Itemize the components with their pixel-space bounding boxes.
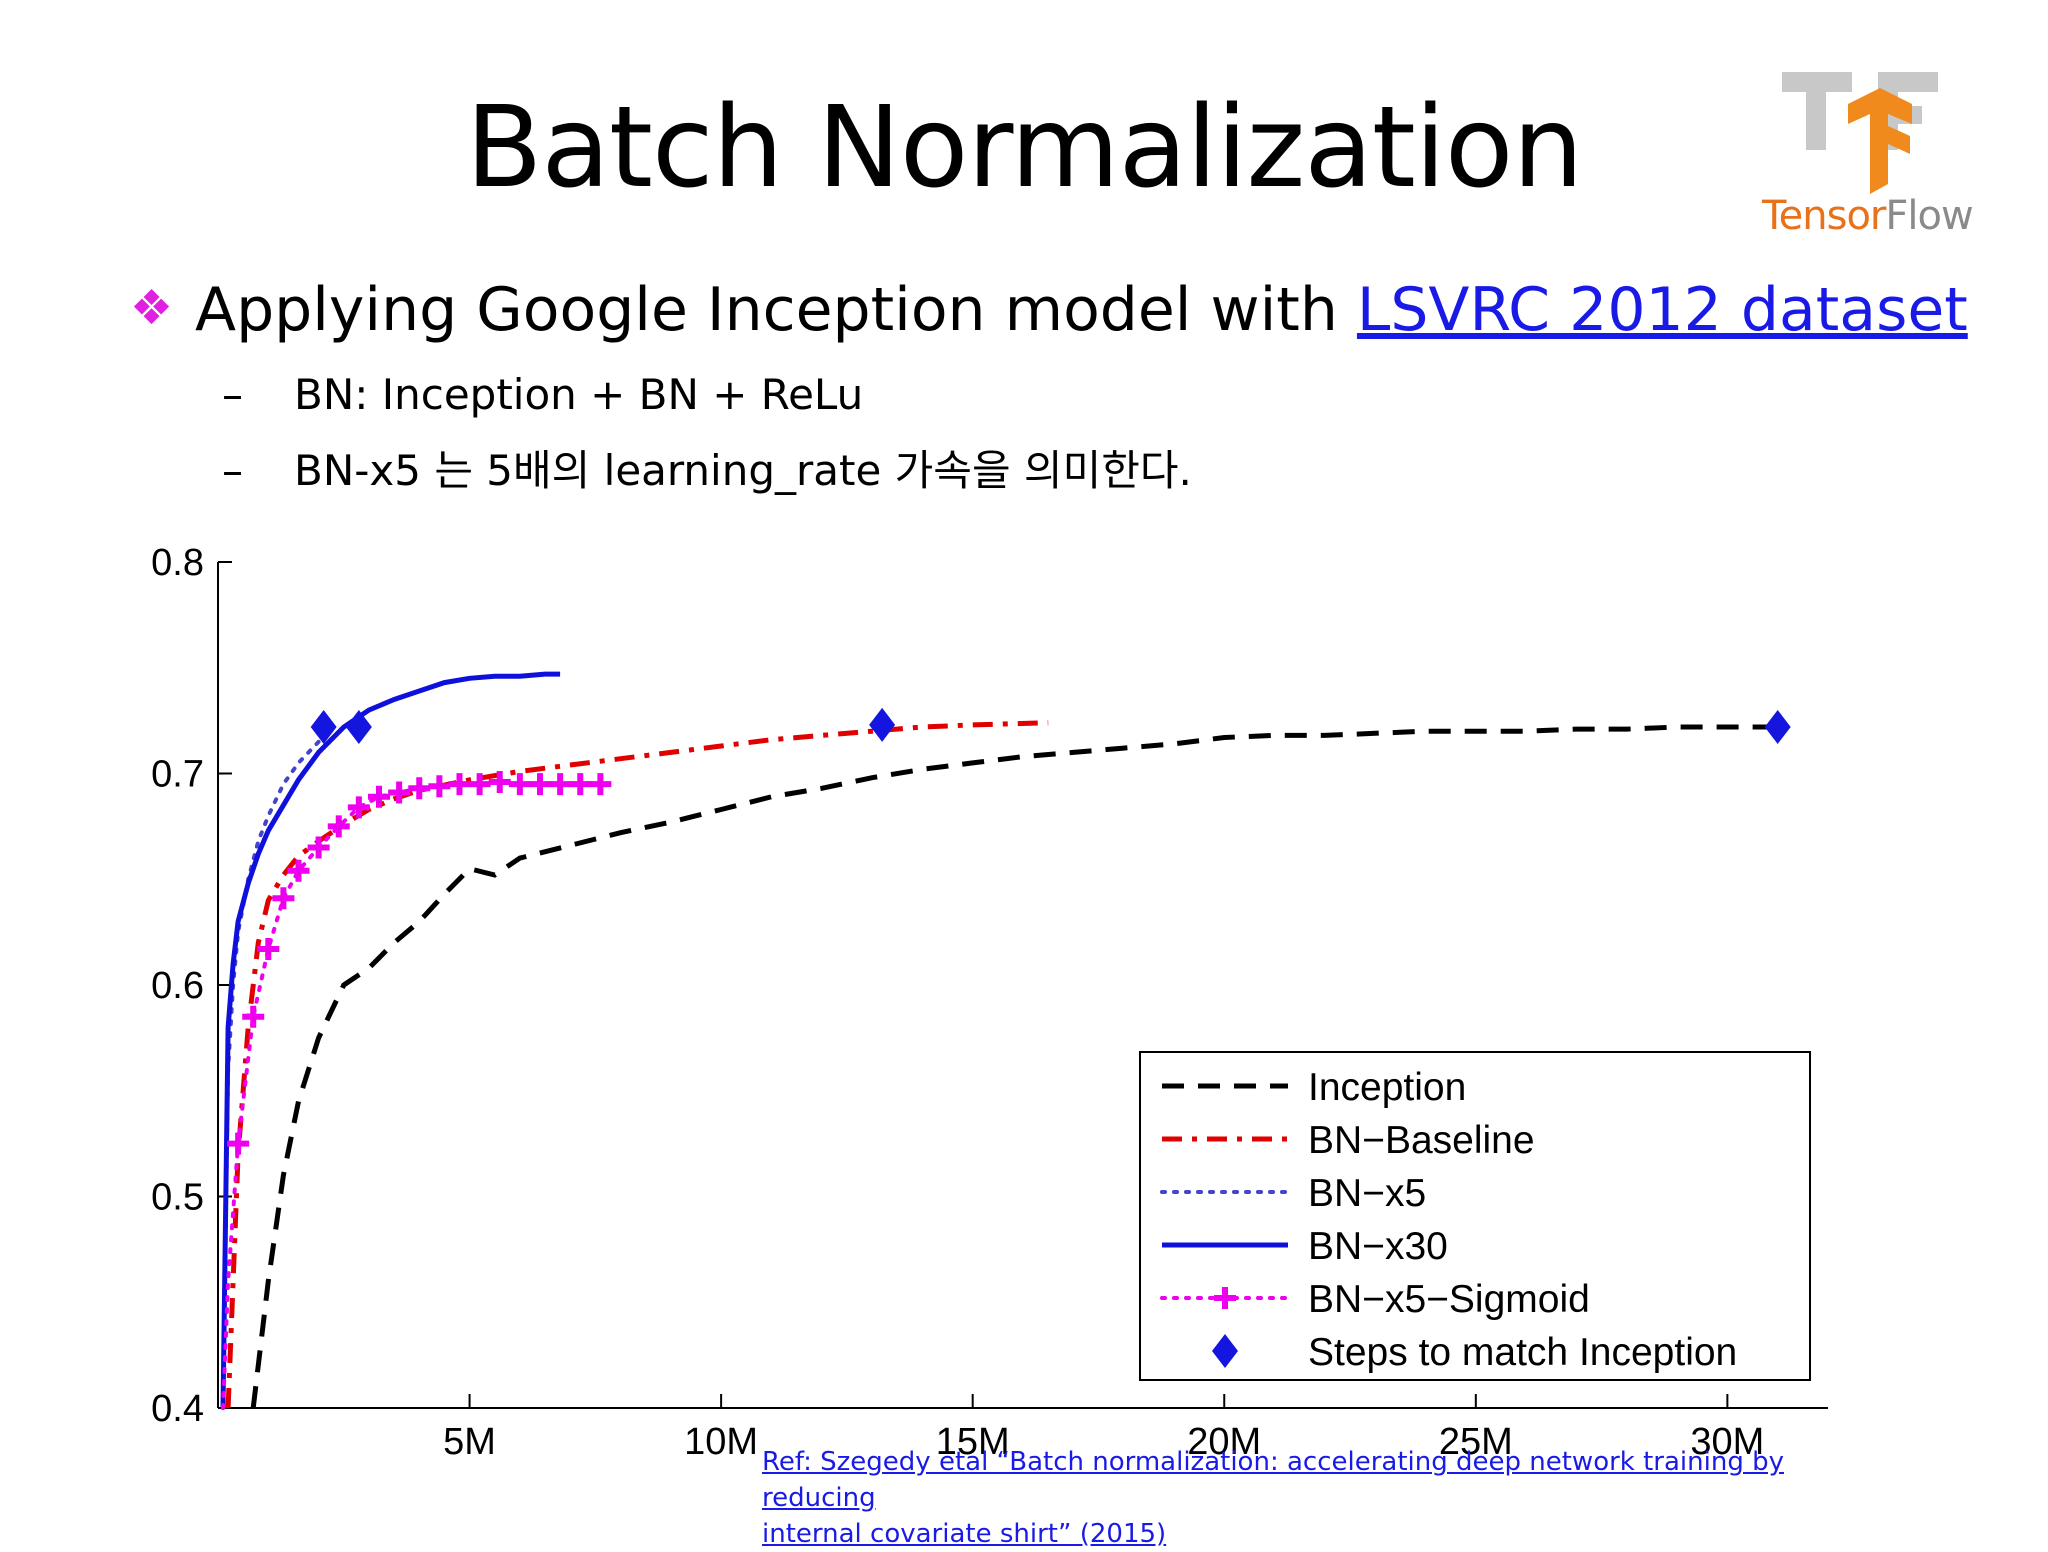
series-4-point: [227, 1132, 250, 1155]
series-4-point: [272, 887, 295, 910]
series-4-point: [287, 859, 310, 882]
series-4-point: [589, 773, 612, 796]
sub-bullet-dash: –: [222, 370, 243, 419]
series-4-point: [428, 775, 451, 798]
sub-bullet-2: – BN-x5 는 5배의 learning_rate 가속을 의미한다.: [222, 450, 1192, 492]
logo-text-tensor: Tensor: [1762, 193, 1886, 239]
legend-label-5: Steps to match Inception: [1308, 1331, 1737, 1374]
main-bullet: ❖ Applying Google Inception model with LS…: [130, 280, 1968, 340]
dataset-link[interactable]: LSVRC 2012 dataset: [1356, 275, 1968, 345]
series-4-point: [488, 770, 511, 793]
series-0-line: [250, 724, 1778, 1409]
series-4-point: [529, 773, 551, 796]
series-4-point: [508, 773, 531, 796]
series-5-point: [1764, 709, 1791, 744]
bullet-diamond-icon: ❖: [130, 280, 174, 336]
x-tick-label: 30M: [1690, 1421, 1764, 1463]
main-bullet-text: Applying Google Inception model with: [195, 275, 1357, 345]
logo-text-flow: Flow: [1885, 193, 1973, 239]
x-tick-label: 25M: [1439, 1421, 1513, 1463]
sub-bullet-2-text: BN-x5 는 5배의 learning_rate 가속을 의미한다.: [294, 446, 1192, 495]
slide-title: Batch Normalization: [465, 83, 1584, 213]
legend-label-3: BN−x30: [1308, 1225, 1448, 1268]
x-tick-label: 15M: [936, 1421, 1010, 1463]
x-tick-label: 5M: [443, 1421, 496, 1463]
series-4-point: [257, 938, 280, 961]
series-4-point: [468, 773, 491, 796]
reference-line-1: Ref: Szegedy etal “Batch normalization: …: [762, 1447, 1784, 1513]
series-4-point: [242, 1005, 265, 1028]
legend-label-4: BN−x5−Sigmoid: [1308, 1278, 1590, 1321]
legend-label-1: BN−Baseline: [1308, 1119, 1535, 1162]
x-tick-label: 20M: [1187, 1421, 1261, 1463]
y-tick-label: 0.8: [151, 542, 204, 584]
legend-label-0: Inception: [1308, 1066, 1466, 1109]
series-2-line: [221, 725, 331, 1410]
series-5-point: [869, 707, 896, 742]
series-4-point: [448, 773, 471, 796]
reference-line-2: internal covariate shirt” (2015): [762, 1519, 1167, 1549]
y-tick-label: 0.7: [151, 754, 204, 796]
series-3-line: [220, 671, 561, 1409]
tensorflow-wordmark: TensorFlow: [1762, 193, 1974, 239]
legend-marker-5: [1212, 1334, 1238, 1368]
series-4-point: [388, 781, 411, 804]
series-4-line: [221, 779, 603, 1410]
y-tick-label: 0.4: [151, 1388, 204, 1430]
series-4-point: [408, 777, 431, 800]
sub-bullet-1: – BN: Inception + BN + ReLu: [222, 374, 863, 416]
series-4-point: [307, 836, 330, 859]
series-4-point: [347, 796, 370, 819]
y-tick-label: 0.6: [151, 965, 204, 1007]
legend-marker-4: [1214, 1287, 1236, 1309]
series-4-point: [549, 773, 572, 796]
series-4-point: [569, 773, 592, 796]
series-1-line: [225, 720, 1049, 1409]
sub-bullet-dash: –: [222, 446, 243, 495]
sub-bullet-1-text: BN: Inception + BN + ReLu: [294, 370, 864, 419]
series-5-point: [310, 709, 337, 744]
x-tick-label: 10M: [684, 1421, 758, 1463]
tensorflow-logo-icon: [1782, 72, 1938, 194]
series-4-point: [327, 815, 350, 838]
series-4-point: [368, 785, 390, 808]
legend-box: [1139, 1051, 1811, 1381]
series-5-point: [345, 709, 372, 744]
legend-label-2: BN−x5: [1308, 1172, 1426, 1215]
y-tick-label: 0.5: [151, 1177, 204, 1219]
